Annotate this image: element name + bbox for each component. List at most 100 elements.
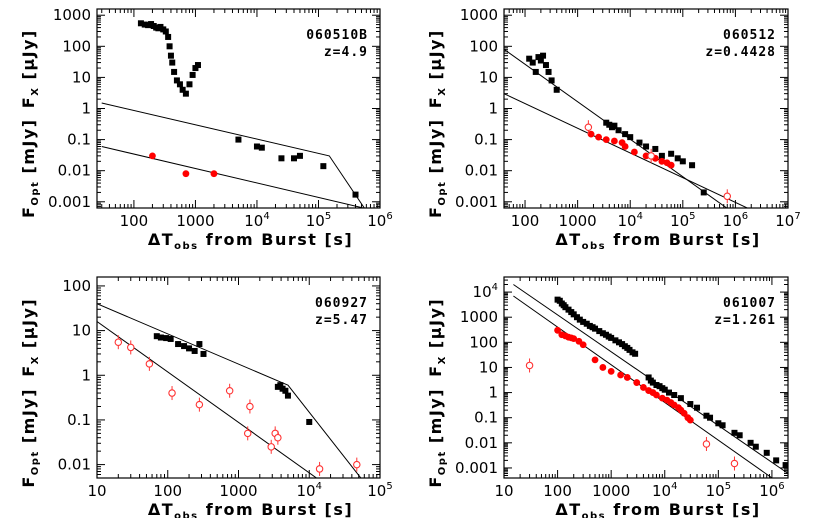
xray-point: [537, 57, 544, 64]
xray-point: [153, 333, 160, 340]
xray-point: [282, 387, 289, 394]
xray-point: [763, 449, 770, 456]
xray-point: [703, 412, 710, 419]
y-tick-label: 104: [473, 282, 498, 301]
y-tick-label: 0.001: [455, 459, 498, 477]
optical-open-point: [584, 123, 593, 131]
grb-name-label: 061007: [723, 296, 776, 311]
x-tick-label: 105: [670, 211, 695, 230]
x-tick-label: 104: [617, 211, 642, 230]
y-tick-label: 0.1: [67, 411, 91, 429]
chart-panel-060510B: 100 1000 104 105 106 1000 100 10 1 0.1 0.01 0.001 06…: [19, 6, 393, 252]
xray-point: [653, 382, 660, 389]
grb-name-label: 060927: [315, 296, 368, 311]
optical-point: [210, 170, 218, 178]
xray-point: [194, 62, 201, 69]
xray-point: [320, 163, 327, 170]
xray-point: [603, 119, 610, 126]
xray-point: [677, 395, 684, 402]
optical-point: [149, 152, 156, 160]
x-tick-label: 1000: [219, 482, 257, 500]
xray-point: [694, 404, 701, 411]
optical-point: [623, 374, 631, 381]
optical-point: [607, 367, 615, 375]
fit-line: [97, 321, 318, 478]
x-tick-label: 105: [367, 481, 392, 500]
y-axis-title-xray: FX [μJy]: [19, 298, 41, 377]
optical-open-point: [315, 465, 324, 473]
xray-point: [752, 443, 759, 450]
optical-open-point: [730, 459, 739, 468]
y-tick-label: 10: [479, 68, 498, 86]
optical-point: [653, 391, 660, 399]
redshift-label: z=1.261: [714, 313, 776, 328]
optical-point: [686, 416, 694, 424]
y-tick-label: 0.01: [465, 434, 498, 452]
y-tick-label: 0.001: [48, 193, 91, 211]
xray-point: [719, 422, 726, 429]
xray-point: [235, 136, 242, 143]
y-axis-title-optical: FOpt [mJy]: [19, 118, 41, 218]
xray-point: [570, 311, 577, 318]
optical-open-point: [723, 192, 732, 201]
x-tick-label: 100: [543, 482, 572, 500]
xray-point: [278, 155, 285, 162]
plot-area: [513, 284, 788, 478]
y-tick-label: 100: [62, 277, 91, 295]
xray-point: [284, 392, 291, 399]
y-tick-label: 10: [72, 322, 91, 340]
xray-point: [636, 139, 643, 146]
fit-line: [97, 303, 362, 478]
x-tick-label: 105: [706, 481, 731, 500]
xray-point: [157, 334, 164, 341]
x-tick-label: 1000: [559, 212, 597, 230]
y-tick-label: 0.1: [474, 409, 498, 427]
x-tick-label: 106: [723, 211, 748, 230]
optical-point: [599, 364, 607, 371]
y-tick-label: 10: [72, 68, 91, 86]
x-tick-label: 10: [87, 482, 106, 500]
y-tick-label: 1: [488, 100, 498, 118]
xray-point: [632, 350, 639, 357]
xray-point: [608, 334, 615, 341]
y-tick-label: 0.001: [455, 193, 498, 211]
y-axis-title-optical: FOpt [mJy]: [426, 388, 448, 488]
x-tick-label: 104: [297, 481, 322, 500]
grb-name-label: 060510B: [306, 28, 368, 43]
optical-point: [667, 161, 675, 169]
xray-point: [687, 401, 694, 408]
optical-point: [570, 335, 578, 343]
optical-open-point: [274, 433, 282, 442]
xray-point: [529, 59, 536, 66]
grb-name-label: 060512: [723, 28, 776, 43]
xray-point: [627, 134, 634, 141]
y-axis-title-optical: FOpt [mJy]: [426, 118, 448, 218]
xray-point: [137, 20, 144, 27]
optical-open-point: [246, 402, 254, 411]
x-tick-label: 100: [511, 212, 540, 230]
y-axis-title-optical: FOpt [mJy]: [19, 388, 41, 488]
y-tick-label: 100: [62, 37, 91, 55]
xray-point: [175, 341, 182, 348]
xray-point: [540, 52, 547, 59]
x-tick-label: 1000: [176, 212, 214, 230]
optical-point: [621, 143, 629, 150]
x-axis-title: ΔTobs from Burst [s]: [148, 230, 353, 252]
y-tick-label: 1000: [460, 6, 498, 24]
xray-point: [782, 462, 788, 469]
optical-open-point: [114, 338, 123, 346]
optical-open-point: [195, 400, 204, 409]
x-tick-label: 106: [759, 481, 784, 500]
x-axis-title: ΔTobs from Burst [s]: [555, 230, 760, 252]
x-tick-label: 100: [120, 212, 149, 230]
xray-point: [661, 386, 668, 393]
optical-point: [182, 170, 190, 178]
optical-point: [591, 356, 599, 364]
xray-point: [689, 162, 696, 169]
xray-point: [674, 155, 681, 162]
optical-point: [595, 133, 602, 141]
xray-point: [542, 62, 549, 69]
xray-point: [658, 152, 665, 159]
xray-point: [277, 382, 284, 389]
